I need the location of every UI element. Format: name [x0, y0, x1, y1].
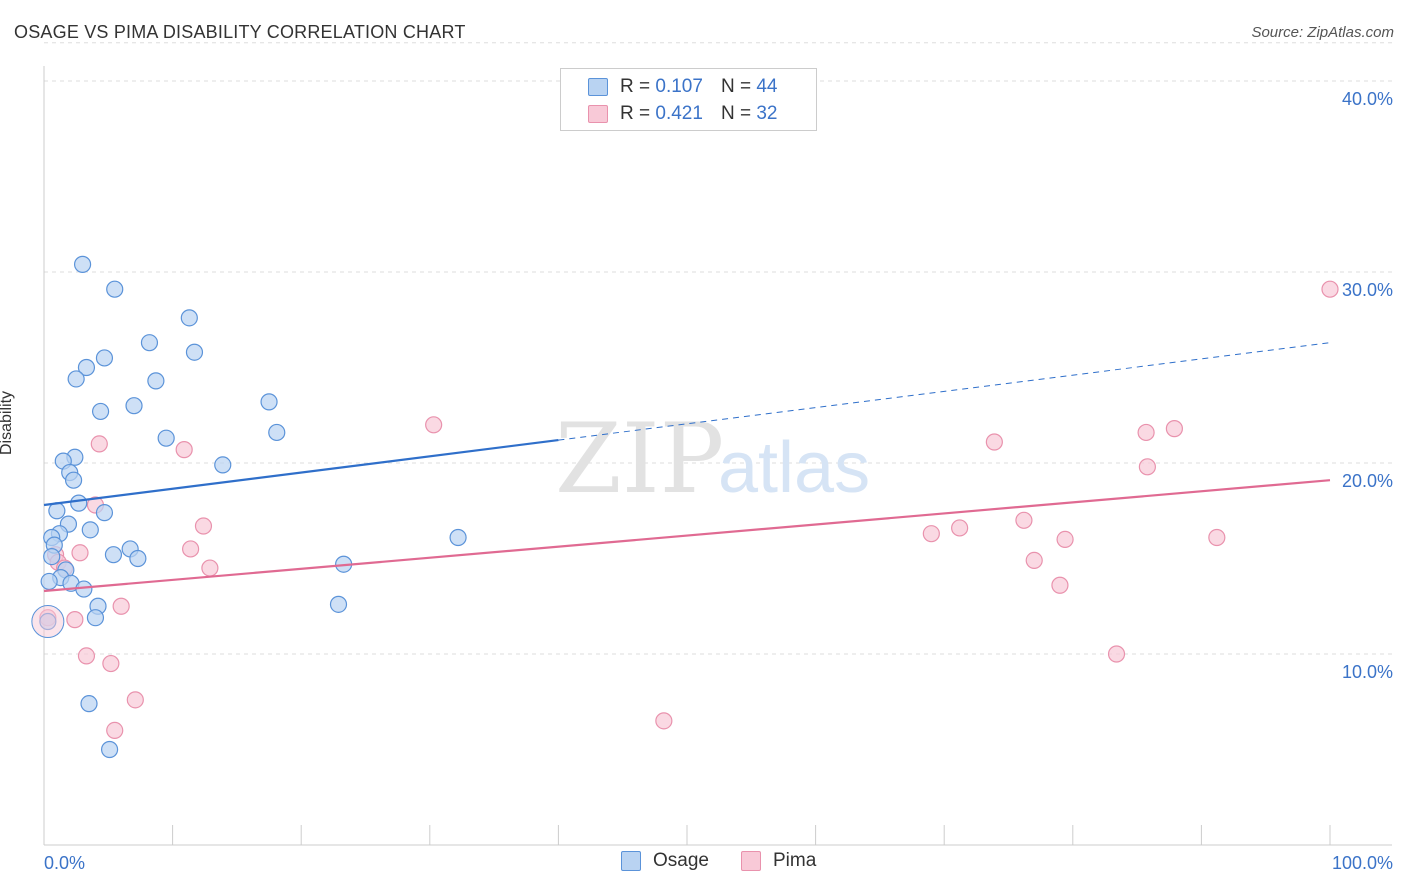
- pima-point: [90, 435, 108, 453]
- r-label: R =: [620, 103, 651, 124]
- osage-points: [31, 255, 467, 759]
- pima-point: [1321, 280, 1339, 298]
- osage-point: [91, 402, 110, 421]
- pima-point: [1025, 551, 1043, 570]
- pima-swatch: [588, 105, 608, 123]
- osage-point: [147, 372, 165, 390]
- osage-point: [81, 521, 99, 539]
- y-tick-label: 20.0%: [1342, 471, 1393, 491]
- chart-title: OSAGE VS PIMA DISABILITY CORRELATION CHA…: [14, 22, 466, 42]
- pima-point: [985, 433, 1003, 451]
- osage-point: [106, 280, 124, 298]
- osage-point: [329, 595, 348, 613]
- pima-point: [102, 654, 120, 673]
- y-tick-label: 10.0%: [1342, 662, 1393, 682]
- osage-point: [185, 343, 204, 361]
- x-tick-label-max: 100.0%: [1332, 853, 1393, 873]
- osage-point: [180, 309, 198, 327]
- legend-row-osage: R = 0.107 N = 44: [561, 75, 777, 99]
- watermark-zip: ZIP: [555, 403, 724, 515]
- osage-point: [40, 572, 58, 591]
- osage-point: [214, 456, 232, 474]
- trend-lines: [43, 342, 1331, 593]
- pima-point: [1138, 458, 1156, 476]
- osage-trend-line: [43, 438, 559, 507]
- x-tick-label-min: 0.0%: [44, 853, 85, 873]
- n-value: 44: [756, 76, 778, 97]
- pima-point: [106, 721, 124, 740]
- pima-point: [1015, 511, 1033, 529]
- legend-row-pima: R = 0.421 N = 32: [561, 102, 777, 126]
- pima-point: [1165, 420, 1183, 438]
- osage-point: [260, 393, 278, 411]
- tick-labels: 10.0% 20.0% 30.0% 40.0% 0.0% 100.0%: [44, 89, 1393, 873]
- pima-point: [175, 441, 193, 459]
- osage-point: [449, 528, 467, 547]
- osage-point: [125, 397, 143, 415]
- pima-point: [1137, 423, 1155, 442]
- pima-point: [1051, 576, 1069, 594]
- osage-point: [95, 504, 114, 522]
- legend-label-osage: Osage: [653, 850, 709, 871]
- osage-point: [64, 471, 83, 489]
- pima-point: [425, 416, 443, 434]
- osage-point: [73, 255, 92, 273]
- osage-point: [100, 740, 119, 759]
- axes: [43, 66, 1392, 846]
- pima-point: [951, 519, 969, 537]
- series-legend: Osage Pima: [0, 850, 1406, 878]
- pima-point: [126, 691, 144, 709]
- osage-swatch: [588, 78, 608, 96]
- pima-point: [922, 525, 940, 543]
- n-label: N =: [720, 103, 752, 124]
- n-label: N =: [720, 76, 752, 97]
- pima-point: [1056, 530, 1074, 549]
- osage-point: [95, 349, 114, 367]
- osage-swatch: [621, 851, 641, 871]
- pima-point: [66, 611, 84, 629]
- r-value: 0.107: [655, 76, 703, 97]
- gridlines: [44, 42, 1392, 655]
- r-label: R =: [620, 76, 651, 97]
- source-label: Source: ZipAtlas.com: [1251, 24, 1394, 41]
- watermark: ZIP atlas: [555, 403, 870, 515]
- pima-point: [655, 712, 673, 730]
- legend-label-pima: Pima: [773, 850, 817, 871]
- osage-point-large: [31, 605, 65, 639]
- watermark-atlas: atlas: [718, 428, 870, 508]
- osage-point: [77, 358, 96, 377]
- osage-point: [86, 609, 105, 627]
- pima-point: [182, 540, 200, 558]
- pima-point: [1208, 528, 1226, 547]
- osage-trend-extension: [558, 342, 1331, 441]
- osage-point: [129, 549, 147, 568]
- pima-point: [194, 517, 213, 535]
- osage-point: [104, 546, 123, 564]
- osage-point: [43, 547, 61, 566]
- r-value: 0.421: [655, 103, 703, 124]
- osage-point: [140, 334, 159, 352]
- osage-point: [67, 370, 85, 388]
- pima-point: [1107, 645, 1126, 663]
- pima-trend-line: [43, 479, 1331, 593]
- y-tick-label: 30.0%: [1342, 280, 1393, 300]
- legend-item-osage[interactable]: Osage: [621, 850, 709, 872]
- n-value: 32: [756, 103, 778, 124]
- osage-point: [70, 494, 88, 512]
- legend-item-pima[interactable]: Pima: [741, 850, 816, 872]
- pima-swatch: [741, 851, 761, 871]
- stats-legend: R = 0.107 N = 44 R = 0.421 N = 32: [560, 68, 817, 131]
- osage-point: [157, 429, 175, 447]
- osage-point: [80, 695, 98, 713]
- osage-point: [268, 423, 286, 442]
- pima-point: [71, 544, 89, 562]
- pima-point: [112, 597, 130, 615]
- y-tick-label: 40.0%: [1342, 89, 1393, 109]
- pima-point: [77, 647, 96, 665]
- pima-point: [201, 559, 219, 577]
